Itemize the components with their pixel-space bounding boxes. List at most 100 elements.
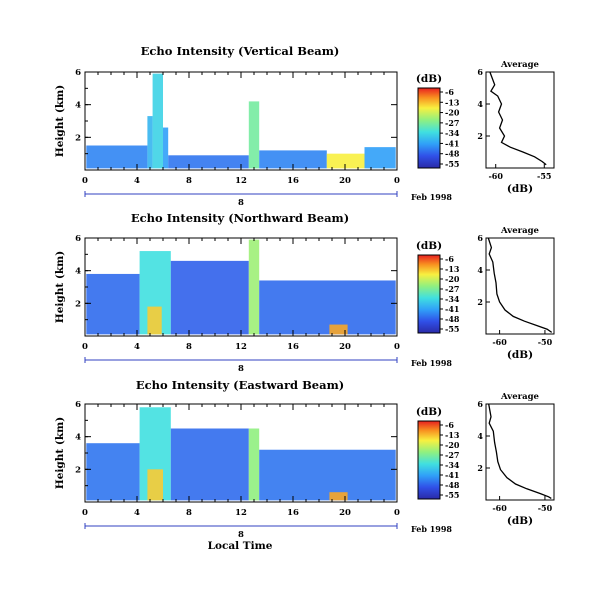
x-tick-label: 4 — [134, 508, 140, 518]
x-tick-label: 20 — [339, 176, 351, 186]
x-tick-label: 0 — [394, 342, 400, 352]
panel-eastward-beam: Echo Intensity (Eastward Beam) Height (k… — [54, 378, 555, 552]
x-tick-label: 16 — [287, 176, 299, 186]
heatmap-cell — [168, 155, 249, 169]
x-tick-label: 0 — [394, 176, 400, 186]
heatmap-cells — [86, 407, 396, 501]
colorbar-tick-label: -6 — [445, 254, 454, 264]
panel-title: Echo Intensity (Northward Beam) — [131, 211, 349, 225]
profile-y-tick-label: 6 — [477, 399, 483, 409]
colorbar-unit: (dB) — [416, 240, 442, 252]
heatmap-cell — [326, 153, 365, 169]
colorbar-unit: (dB) — [416, 73, 442, 85]
x-tick-label: 4 — [134, 342, 140, 352]
colorbar-tick-label: -27 — [445, 450, 459, 460]
date-axis: 8 — [84, 357, 398, 374]
profile-frame — [485, 237, 555, 335]
colorbar: (dB)-6-13-20-27-34-41-48-55 — [416, 73, 460, 169]
profile-y-tick-label: 4 — [477, 431, 483, 441]
profile-frame — [485, 403, 555, 501]
colorbar-tick-label: -48 — [445, 149, 460, 159]
colorbar-tick-label: -41 — [445, 470, 459, 480]
colorbar: (dB)-6-13-20-27-34-41-48-55 — [416, 240, 460, 334]
colorbar-tick-label: -48 — [445, 314, 460, 324]
y-tick-label: 2 — [75, 299, 81, 309]
colorbar-tick-label: -13 — [445, 264, 460, 274]
colorbar-tick-label: -34 — [445, 460, 460, 470]
y-ticks: 2 4 6 — [75, 400, 397, 487]
colorbar-tick-label: -34 — [445, 294, 460, 304]
heatmap-cell — [259, 150, 327, 169]
colorbar-tick-label: -27 — [445, 284, 459, 294]
colorbar-tick-label: -55 — [445, 324, 459, 334]
profile-line — [487, 237, 553, 333]
x-tick-label: 16 — [287, 342, 299, 352]
profile-x-tick-label: -60 — [488, 171, 503, 181]
x-tick-label: 20 — [339, 508, 351, 518]
heatmap-cell — [170, 428, 249, 501]
colorbar-tick-label: -55 — [445, 490, 459, 500]
colorbar-tick-label: -13 — [445, 97, 460, 107]
profile-x-tick-label: -50 — [538, 503, 553, 513]
date-axis: 8 — [84, 523, 398, 540]
heatmap-cell — [248, 101, 260, 169]
average-profile: Average 2 4 6 -60 -55 (dB) — [477, 60, 555, 195]
y-tick-label: 6 — [75, 400, 81, 410]
x-axis-label: Local Time — [208, 540, 273, 552]
profile-y-tick-label: 2 — [477, 131, 483, 141]
average-profile: Average 2 4 6 -60 -50 (dB) — [477, 226, 555, 361]
profile-y-tick-label: 6 — [477, 67, 483, 77]
colorbar-scale — [417, 87, 441, 169]
y-tick-label: 4 — [75, 101, 81, 111]
profile-frame — [485, 71, 555, 169]
profile-y-tick-label: 2 — [477, 463, 483, 473]
x-tick-label: 0 — [82, 176, 88, 186]
y-tick-label: 2 — [75, 465, 81, 475]
colorbar-scale — [417, 254, 441, 334]
colorbar-tick-label: -27 — [445, 118, 459, 128]
heatmap-cell — [152, 73, 163, 169]
x-ticks: 0 4 8 12 16 20 0 — [82, 404, 400, 518]
profile-title: Average — [500, 60, 540, 70]
date-label: Feb 1998 — [411, 358, 452, 368]
heatmap-cell — [259, 449, 396, 501]
x-tick-label: 8 — [186, 176, 192, 186]
profile-y-tick-label: 6 — [477, 233, 483, 243]
heatmap-cell — [147, 469, 163, 501]
date-label: Feb 1998 — [411, 192, 452, 202]
x-tick-label: 20 — [339, 342, 351, 352]
heatmap-cell — [147, 306, 162, 335]
heatmap-cell — [86, 273, 140, 335]
heatmap-cell — [248, 239, 260, 335]
heatmap-cell — [86, 145, 148, 169]
profile-x-label: (dB) — [507, 349, 533, 361]
x-tick-label: 0 — [394, 508, 400, 518]
y-tick-label: 6 — [75, 68, 81, 78]
x-ticks: 0 4 8 12 16 20 0 — [82, 72, 400, 186]
y-tick-label: 4 — [75, 267, 81, 277]
average-profile: Average 2 4 6 -60 -50 (dB) — [477, 392, 555, 527]
heatmap-cell — [259, 280, 396, 335]
heatmap-cell — [329, 492, 348, 501]
panel-title: Echo Intensity (Vertical Beam) — [141, 44, 340, 58]
x-ticks: 0 4 8 12 16 20 0 — [82, 238, 400, 352]
x-tick-label: 0 — [82, 508, 88, 518]
colorbar-tick-label: -6 — [445, 420, 454, 430]
y-axis-label: Height (km) — [54, 251, 66, 323]
profile-title: Average — [500, 392, 540, 402]
panel-title: Echo Intensity (Eastward Beam) — [136, 378, 344, 392]
y-axis-label: Height (km) — [54, 417, 66, 489]
colorbar-tick-label: -20 — [445, 440, 460, 450]
profile-line — [488, 403, 552, 499]
colorbar-tick-label: -41 — [445, 304, 459, 314]
x-tick-label: 12 — [235, 342, 247, 352]
y-tick-label: 6 — [75, 234, 81, 244]
y-axis-label: Height (km) — [54, 85, 66, 157]
y-tick-label: 4 — [75, 433, 81, 443]
profile-x-label: (dB) — [507, 515, 533, 527]
heatmap-cell — [170, 260, 249, 335]
heatmap-cells — [86, 73, 396, 169]
profile-x-tick-label: -50 — [538, 337, 553, 347]
date-tick-label: 8 — [238, 530, 244, 540]
y-ticks: 2 4 6 — [75, 234, 397, 321]
